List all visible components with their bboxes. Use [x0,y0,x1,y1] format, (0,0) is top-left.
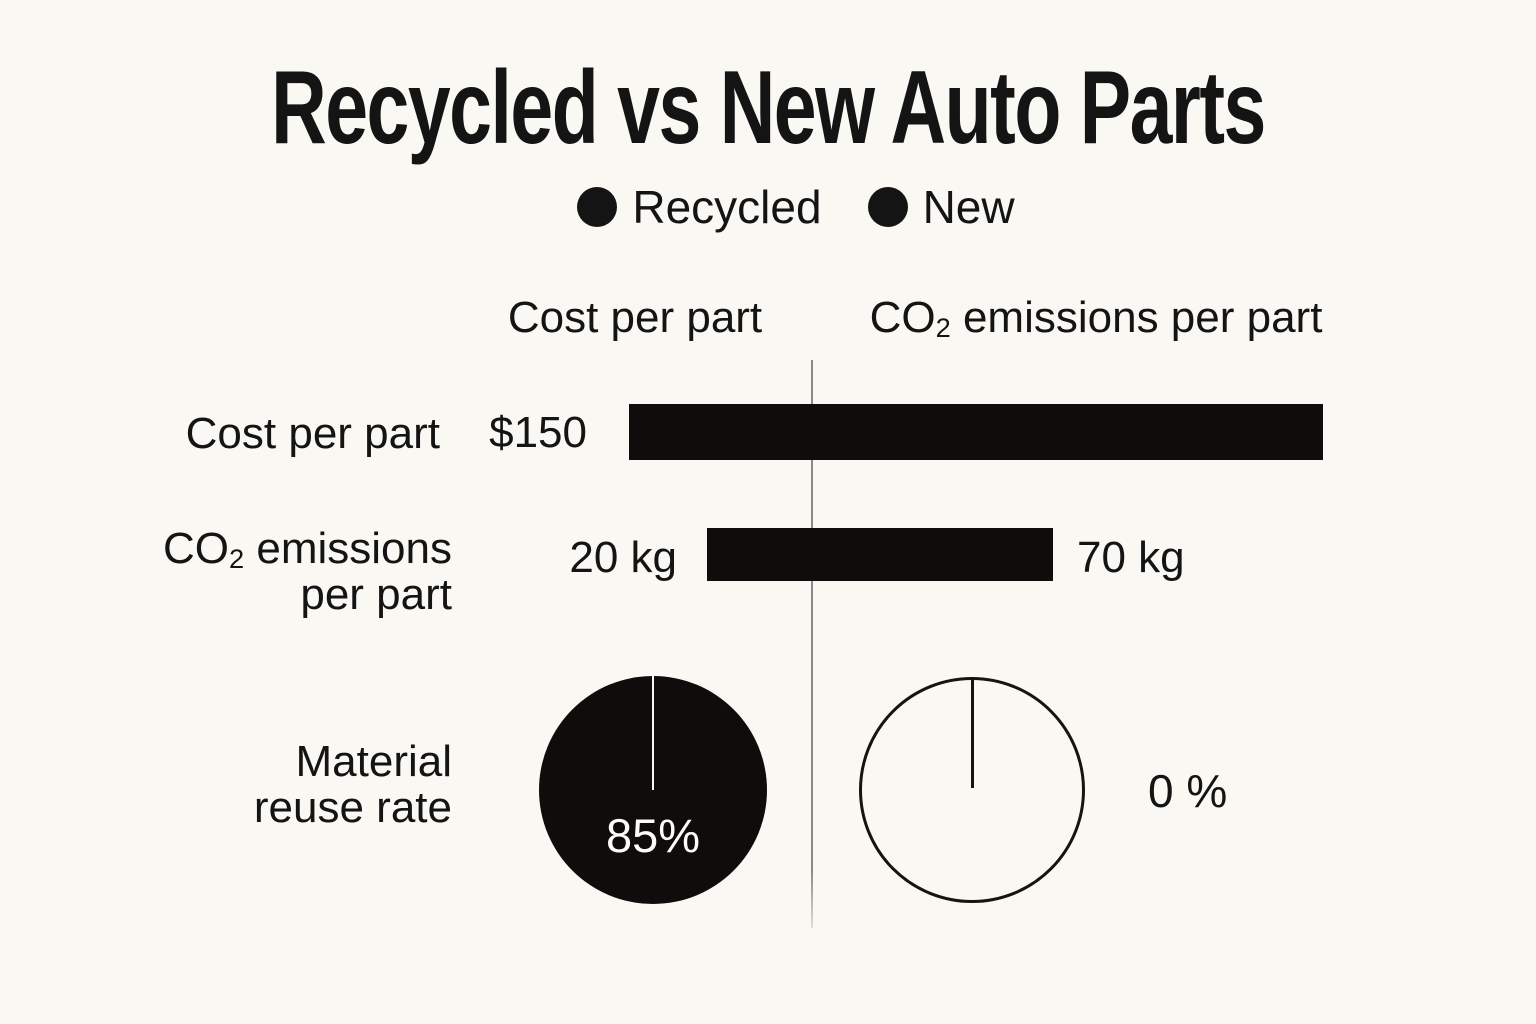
co2-row-prefix: CO [162,524,229,573]
co2-header-subscript: 2 [935,311,951,343]
legend-item-recycled: Recycled [577,181,822,233]
reuse-pie-recycled: 85% [539,676,767,904]
row-label-reuse-line2: reuse rate [253,783,452,833]
reuse-pie-new [859,677,1085,903]
pie-slit [652,676,654,790]
column-divider [811,360,813,928]
co2-new-value: 70 kg [1077,533,1185,582]
co2-row-subscript: 2 [228,542,245,574]
legend: Recycled New [28,184,1536,230]
row-label-co2: CO2 emissions per part [90,524,452,620]
cost-bar [629,404,1323,460]
row-label-reuse: Material reuse rate [90,737,453,833]
co2-recycled-value: 20 kg [569,533,677,582]
legend-label-recycled: Recycled [632,181,822,233]
row-label-co2-line1: CO2 emissions [90,524,452,574]
column-header-cost: Cost per part [507,293,763,342]
legend-item-new: New [867,181,1015,233]
row-label-co2-line2: per part [300,570,452,620]
chart-title: Recycled vs New Auto Parts [271,50,1266,166]
row-label-cost: Cost per part [185,409,440,458]
co2-header-suffix: emissions per part [950,293,1323,342]
legend-dot-recycled-icon [577,187,618,227]
reuse-new-value: 0 % [1148,765,1228,817]
reuse-recycled-value: 85% [605,809,701,862]
co2-header-prefix: CO [869,293,936,342]
legend-dot-new-icon [867,187,908,227]
row-label-reuse-line1: Material [295,737,453,786]
legend-label-new: New [922,181,1015,233]
column-header-co2: CO2 emissions per part [836,293,1356,343]
cost-value: $150 [489,408,587,457]
co2-bar [707,528,1053,581]
pie-needle [970,680,974,788]
co2-row-suffix: emissions [244,524,452,573]
